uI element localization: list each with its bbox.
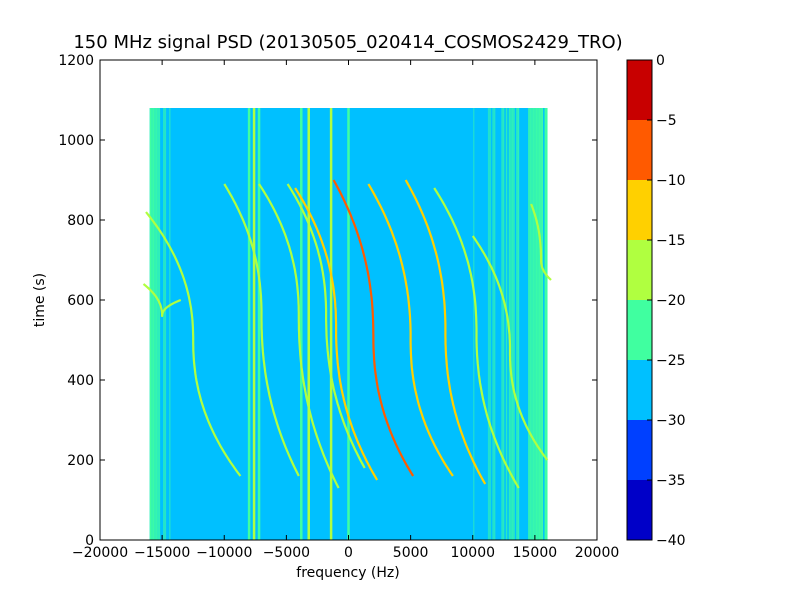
plot-area [99,59,598,541]
doppler-traces [142,179,552,489]
doppler-trace [223,183,300,477]
noise-stripe [541,108,544,540]
colorbar-tick-label: −20 [656,293,686,309]
noise-stripe [535,108,538,540]
doppler-trace [367,183,454,477]
colorbar-tick-label: −25 [656,353,686,369]
doppler-trace [433,187,520,489]
noise-stripe [501,108,503,540]
colorbar-tick-label: −35 [656,473,686,489]
colorbar-tick-label: −10 [656,173,686,189]
y-tick-label: 1200 [58,53,94,69]
noise-stripe [493,108,496,540]
noise-stripe [472,108,475,540]
chart-title: 150 MHz signal PSD (20130505_020414_COSM… [73,32,622,53]
y-tick-label: 600 [67,293,94,309]
colorbar-axis: 0 −5 −10 −15 −20 −25 −30 −35 −40 [647,53,686,549]
noise-stripe [529,108,532,540]
noise-stripe [544,108,547,540]
x-tick-label: −15000 [134,545,190,561]
y-tick-label: 800 [67,213,94,229]
noise-stripe [517,108,520,540]
noise-stripe [546,108,548,540]
colorbar-block [627,300,652,360]
colorbar-tick-label: −40 [656,533,686,549]
colorbar-block [627,420,652,480]
colorbar-block [627,60,652,120]
noise-stripe [149,108,152,540]
y-axis-label: time (s) [32,273,48,327]
noise-stripe [492,108,494,540]
noise-stripe [158,108,161,540]
doppler-trace [145,211,242,477]
noise-stripe [489,108,491,540]
colorbar-block [627,120,652,180]
x-axis: −20000 −15000 −10000 −5000 0 5000 10000 15000 20… [72,60,619,561]
noise-stripe [169,108,171,540]
noise-stripe [155,108,158,540]
doppler-trace [142,283,182,318]
doppler-trace [471,235,549,461]
colorbar-block [627,240,652,300]
noise-stripe [157,108,159,540]
colorbar-tick-label: −15 [656,233,686,249]
noise-stripe [511,108,514,540]
x-axis-label: frequency (Hz) [296,565,399,581]
noise-stripe [502,108,505,540]
doppler-trace [286,183,366,469]
noise-stripe [532,108,535,540]
noise-stripe [538,108,541,540]
doppler-trace [332,179,415,477]
x-tick-label: 15000 [513,545,558,561]
y-axis: 0 200 400 600 800 1000 1200 [58,53,597,549]
doppler-trace [294,187,379,481]
y-tick-label: 0 [85,533,94,549]
x-tick-label: 5000 [393,545,429,561]
noise-stripe [154,108,156,540]
noise-stripe [513,108,515,540]
doppler-trace [258,183,340,489]
noise-stripe [505,108,508,540]
colorbar-tick-label: −5 [656,113,677,129]
noise-stripe [164,108,167,540]
noise-stripe [531,108,533,540]
noise-stripe [151,108,153,540]
doppler-trace [404,179,487,485]
noise-stripe [516,108,518,540]
colorbar-block [627,180,652,240]
noise-stripe [537,108,539,540]
noise-stripe [540,108,542,540]
noise-stripe [152,108,155,540]
carrier-lines [247,108,350,540]
x-tick-label: −20000 [72,545,128,561]
colorbar-tick-label: 0 [656,53,665,69]
noise-stripe [528,108,530,540]
noise-stripe [163,108,165,540]
x-tick-label: −5000 [263,545,310,561]
doppler-trace [530,203,552,281]
y-tick-label: 200 [67,453,94,469]
colorbar-tick-label: −30 [656,413,686,429]
y-tick-label: 400 [67,373,94,389]
x-tick-label: −10000 [196,545,252,561]
colorbar-block [627,480,652,540]
x-tick-label: 10000 [450,545,495,561]
noise-stripe [508,108,511,540]
noise-stripe [534,108,536,540]
edge-noise-bands [149,108,548,540]
colorbar [626,59,653,541]
noise-stripe [487,108,490,540]
x-tick-label: 20000 [575,545,620,561]
noise-stripe [510,108,512,540]
colorbar-block [627,360,652,420]
x-tick-label: 0 [344,545,353,561]
y-tick-label: 1000 [58,133,94,149]
